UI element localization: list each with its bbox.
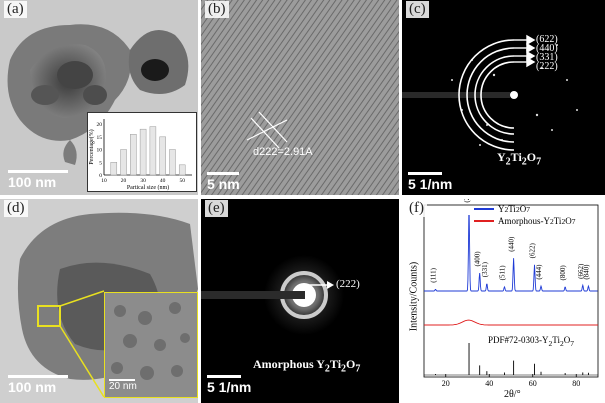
panel-a-label: (a) [4,1,27,18]
hist-bar [149,126,157,176]
legend-item-crystalline: Y 2 Ti 2 O 7 [474,203,575,215]
xrd-peak-label: (400) [474,251,482,267]
panel-d-zoom-inset: 20 nm [104,292,198,398]
ring-label-222-amorphous: (222) [336,278,360,290]
panel-c-saed-pattern: (c) (622) (440) (331) (222) Y2Ti2O7 5 1/… [402,0,605,195]
hist-x-tick-label: 20 [121,178,127,184]
xrd-series-crystalline [424,214,598,292]
hist-bar [169,149,176,176]
hist-y-axis-label: Percentage(%) [88,129,95,164]
panel-b-lattice [201,0,399,195]
zoom-inset-texture [111,302,190,380]
hist-bar [178,164,186,176]
xrd-x-tick-label: 40 [485,379,493,388]
panel-e-diffraction [201,255,344,335]
xrd-x-axis-label: 2θ/° [504,389,521,400]
hist-bar [139,128,147,176]
xrd-peak-label: (840) [582,264,590,280]
panel-a-tem-image: (a) 100 nm 10 20 30 40 50 0 5 10 15 20 Partical si… [0,0,198,195]
ring-label-440: (440) [536,43,558,54]
xrd-peak-label: (331) [481,261,489,277]
legend-swatch-blue [474,208,494,210]
panel-d-label: (d) [4,200,28,217]
xrd-peak-label: (622) [528,243,536,259]
xrd-peak-label: (800) [559,265,567,281]
panel-e-scale-bar [207,375,241,378]
panel-c-scale-text: 5 1/nm [408,176,453,192]
hist-y-tick-label: 20 [97,122,103,128]
hist-y-tick-label: 5 [99,160,102,166]
hist-bar [130,134,137,176]
xrd-peak-label: (111) [430,267,438,282]
ring-label-222: (222) [536,61,558,72]
hist-y-tick-label: 15 [97,135,103,141]
panel-e-scale-text: 5 1/nm [207,379,252,395]
panel-e-saed-pattern: (e) (222) Amorphous Y2Ti2O7 5 1/nm [201,199,399,403]
panel-c-diffraction [402,34,578,151]
panel-a-particles [7,24,189,165]
ring-label-331: (331) [536,52,558,63]
panel-c-material-label: Y2Ti2O7 [497,150,542,168]
hist-x-axis-label: Partical size (nm) [127,184,169,191]
xrd-peak-label: (440) [508,236,516,252]
xrd-x-tick-label: 60 [529,379,537,388]
xrd-x-tick-label: 80 [572,379,580,388]
panel-d-scale-bar [8,375,68,378]
panel-e-label: (e) [205,200,228,217]
hist-y-tick-label: 10 [97,148,103,154]
hist-bar [120,149,127,176]
hist-bar [159,136,166,176]
xrd-series-amorphous [424,319,598,326]
panel-e-material-label: Amorphous Y2Ti2O7 [253,357,361,375]
hist-bar [110,162,118,176]
panel-b-hrtem-image: (b) d222=2.91A 5 nm [201,0,399,195]
xrd-peak-label: (222) [463,199,471,203]
hist-x-tick-label: 10 [101,178,107,184]
xrd-y-axis-label: Intensity/Counts) [408,261,420,332]
inset-scale-text: 20 nm [109,381,137,392]
xrd-peak-label: (444) [535,264,543,280]
hist-x-tick-label: 40 [160,178,166,184]
xrd-peak-label: (662) [577,263,585,279]
pdf-reference-label: PDF#72-0303-Y2Ti2O7 [488,335,574,348]
panel-b-scale-bar [207,172,239,175]
panel-f-label: (f) [406,200,427,217]
xrd-legend: Y 2 Ti 2 O 7 Amorphous-Y 2 Ti 2 O 7 [474,203,575,227]
size-histogram-inset: 10 20 30 40 50 0 5 10 15 20 Partical size (nm) Perc… [87,112,197,192]
xrd-plot: 20 40 60 80 (111) (222) (400)(331) (511) (440) (6… [423,199,599,388]
panel-c-label: (c) [406,1,429,18]
inset-scale-bar [109,379,135,381]
legend-swatch-red [474,220,494,222]
legend-item-amorphous: Amorphous-Y 2 Ti 2 O 7 [474,215,575,227]
hist-y-tick-label: 0 [99,173,102,179]
panel-b-scale-text: 5 nm [207,176,240,192]
panel-c-scale-bar [408,172,442,175]
ring-label-622: (622) [536,34,558,45]
panel-b-label: (b) [205,1,229,18]
panel-d-tem-image: 20 nm (d) 100 nm [0,199,198,403]
panel-f-xrd-chart: (f) 20 40 60 80 (111) (222) (400)(331) (511) (44… [402,199,605,403]
panel-d-scale-text: 100 nm [8,379,57,395]
hist-x-tick-label: 30 [140,178,146,184]
panel-a-scale-bar [8,170,68,173]
xrd-peak-label: (511) [498,265,506,281]
d-spacing-annotation: d222=2.91A [253,146,313,158]
hist-x-tick-label: 50 [179,178,185,184]
panel-a-scale-text: 100 nm [8,174,57,190]
xrd-x-tick-label: 20 [442,379,450,388]
